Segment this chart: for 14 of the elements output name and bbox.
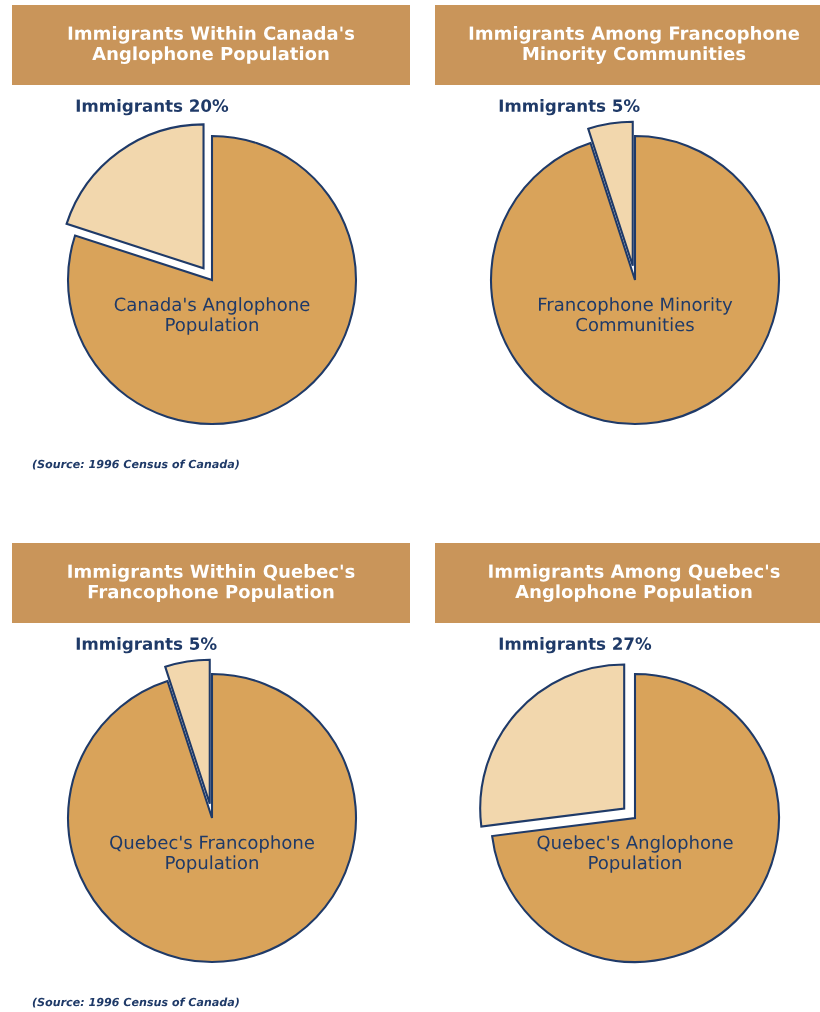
chart-title: Immigrants Within Quebec's Francophone Population bbox=[68, 564, 355, 602]
slice-label: Quebec's Anglophone Population bbox=[537, 835, 733, 873]
text: (Source: 1996 Census of Canada) bbox=[32, 997, 239, 1008]
slice-label: Canada's Anglophone Population bbox=[114, 297, 310, 335]
slice-label: Immigrants 5% bbox=[499, 99, 640, 116]
chart-title: Immigrants Within Canada's Anglophone Population bbox=[68, 26, 355, 64]
slice-label: Immigrants 27% bbox=[499, 637, 652, 654]
text: (Source: 1996 Census of Canada) bbox=[32, 459, 239, 470]
slice-label: Immigrants 5% bbox=[76, 637, 217, 654]
chart-title: Immigrants Among Francophone Minority Communities bbox=[469, 26, 800, 64]
slice-label: Immigrants 20% bbox=[76, 99, 229, 116]
slice-label: Francophone Minority Communities bbox=[539, 297, 733, 332]
slice-label: Quebec's Francophone Population bbox=[110, 835, 314, 873]
chart-title: Immigrants Among Quebec's Anglophone Population bbox=[489, 564, 780, 602]
